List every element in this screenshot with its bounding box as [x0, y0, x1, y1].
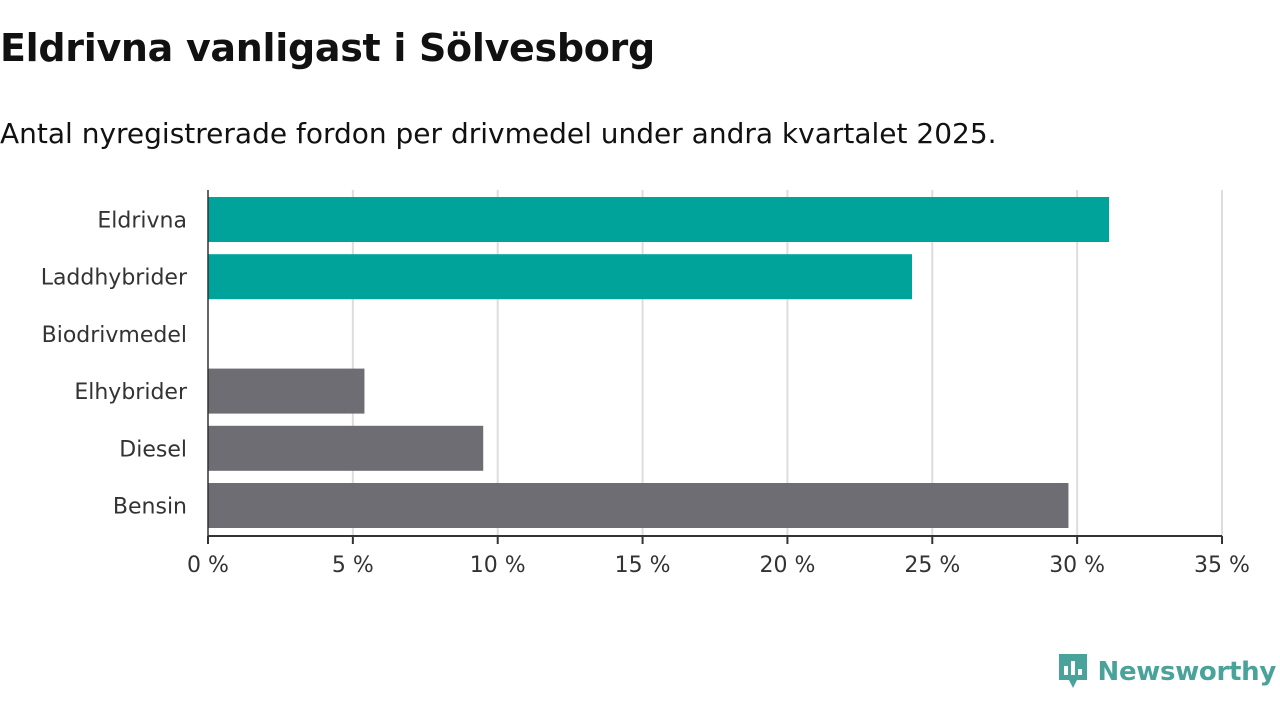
bar	[208, 197, 1109, 242]
x-tick-label: 15 %	[615, 553, 671, 578]
x-tick-label: 5 %	[332, 553, 374, 578]
x-tick-label: 30 %	[1049, 553, 1105, 578]
bar	[208, 426, 483, 471]
bar	[208, 483, 1068, 528]
category-label: Elhybrider	[74, 380, 188, 405]
category-label: Biodrivmedel	[42, 323, 187, 348]
bar	[208, 369, 364, 414]
x-tick-label: 10 %	[470, 553, 526, 578]
category-label: Laddhybrider	[41, 266, 188, 291]
newsworthy-logo-icon	[1056, 652, 1090, 692]
category-label: Diesel	[119, 437, 187, 462]
category-label: Bensin	[113, 495, 187, 520]
category-label: Eldrivna	[97, 209, 187, 234]
brand-name: Newsworthy	[1098, 657, 1276, 687]
x-tick-label: 25 %	[904, 553, 960, 578]
bar-chart: Eldrivna Laddhybrider Biodrivmedel Elhybrid…	[0, 0, 1280, 720]
bar	[208, 254, 912, 299]
newsworthy-brand: Newsworthy	[1056, 652, 1276, 692]
x-tick-label: 20 %	[759, 553, 815, 578]
x-tick-label: 35 %	[1194, 553, 1250, 578]
x-tick-label: 0 %	[187, 553, 229, 578]
